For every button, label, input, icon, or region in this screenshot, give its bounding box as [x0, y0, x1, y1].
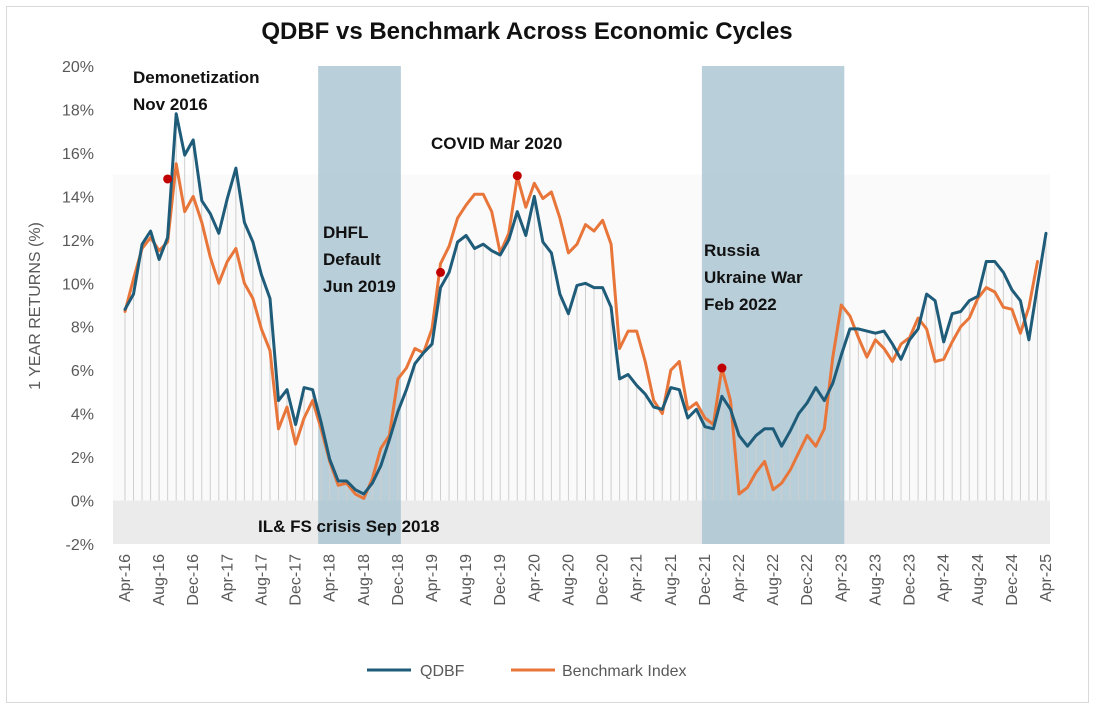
event-marker — [512, 171, 522, 181]
annotation-russia: Ukraine War — [704, 268, 803, 287]
qdbf-line — [123, 112, 1048, 496]
y-tick-label: 12% — [62, 233, 94, 250]
x-tick-label: Apr-17 — [219, 554, 236, 602]
shaded-period-1 — [318, 66, 401, 544]
x-tick-label: Apr-19 — [424, 554, 441, 602]
plot-band — [113, 174, 1050, 501]
event-marker — [436, 267, 446, 277]
x-tick-label: Aug-18 — [356, 554, 373, 606]
annotation-demonetization: Demonetization — [133, 68, 260, 87]
x-tick-label: Dec-24 — [1004, 554, 1021, 606]
legend-label: QDBF — [420, 663, 465, 680]
x-tick-label: Apr-22 — [731, 554, 748, 602]
x-tick-label: Aug-20 — [560, 554, 577, 606]
annotation-covid: COVID Mar 2020 — [431, 134, 562, 153]
x-tick-label: Apr-18 — [322, 554, 339, 602]
x-tick-label: Aug-24 — [970, 554, 987, 606]
annotation-ilfs: IL& FS crisis Sep 2018 — [258, 517, 439, 536]
benchmark-line — [123, 162, 1039, 500]
x-tick-label: Aug-21 — [663, 554, 680, 606]
y-tick-label: 6% — [71, 363, 94, 380]
chart-title: QDBF vs Benchmark Across Economic Cycles — [261, 18, 792, 45]
x-tick-label: Dec-20 — [595, 554, 612, 606]
x-tick-label: Apr-20 — [526, 554, 543, 602]
x-tick-label: Dec-22 — [799, 554, 816, 606]
event-marker — [717, 363, 727, 373]
y-tick-label: 8% — [71, 320, 94, 337]
annotation-demonetization: Nov 2016 — [133, 95, 208, 114]
x-tick-label: Dec-18 — [390, 554, 407, 606]
y-tick-label: 18% — [62, 102, 94, 119]
chart-frame — [6, 6, 1089, 703]
event-marker — [163, 174, 173, 184]
x-tick-label: Dec-17 — [288, 554, 305, 606]
x-tick-label: Dec-23 — [902, 554, 919, 606]
x-tick-label: Apr-25 — [1038, 554, 1055, 602]
y-tick-label: 20% — [62, 59, 94, 76]
annotation-dhfl: Jun 2019 — [323, 277, 396, 296]
annotation-russia: Feb 2022 — [704, 295, 777, 314]
y-tick-label: 0% — [71, 494, 94, 511]
x-tick-label: Aug-17 — [253, 554, 270, 606]
x-tick-label: Aug-16 — [151, 554, 168, 606]
y-tick-label: 10% — [62, 276, 94, 293]
y-tick-label: 2% — [71, 450, 94, 467]
x-tick-label: Apr-16 — [117, 554, 134, 602]
y-tick-label: 14% — [62, 189, 94, 206]
x-tick-label: Apr-23 — [833, 554, 850, 602]
x-tick-label: Dec-19 — [492, 554, 509, 606]
y-axis-title: 1 YEAR RETURNS (%) — [27, 222, 44, 390]
negative-band — [113, 500, 1050, 544]
y-tick-label: 16% — [62, 146, 94, 163]
x-tick-label: Dec-16 — [185, 554, 202, 606]
x-tick-label: Aug-23 — [867, 554, 884, 606]
y-tick-label: -2% — [66, 537, 94, 554]
x-tick-label: Dec-21 — [697, 554, 714, 606]
legend-label: Benchmark Index — [562, 663, 687, 680]
annotation-dhfl: DHFL — [323, 223, 368, 242]
annotation-russia: Russia — [704, 241, 760, 260]
annotation-dhfl: Default — [323, 250, 381, 269]
y-tick-label: 4% — [71, 407, 94, 424]
x-tick-label: Apr-24 — [936, 554, 953, 602]
x-tick-label: Aug-19 — [458, 554, 475, 606]
x-tick-label: Aug-22 — [765, 554, 782, 606]
x-tick-label: Apr-21 — [629, 554, 646, 602]
